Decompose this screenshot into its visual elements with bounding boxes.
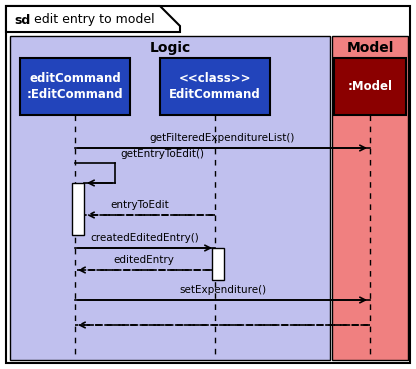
Text: edit entry to model: edit entry to model bbox=[30, 14, 155, 27]
Bar bbox=[10, 36, 330, 360]
Bar bbox=[332, 36, 408, 360]
Bar bbox=[334, 58, 406, 115]
Text: createdEditedEntry(): createdEditedEntry() bbox=[91, 233, 199, 243]
Text: sd: sd bbox=[14, 14, 30, 27]
Text: getEntryToEdit(): getEntryToEdit() bbox=[120, 149, 204, 159]
Text: setExpenditure(): setExpenditure() bbox=[179, 285, 266, 295]
Text: :Model: :Model bbox=[347, 80, 393, 93]
Bar bbox=[212, 248, 224, 280]
Bar bbox=[20, 58, 130, 115]
Text: Logic: Logic bbox=[149, 41, 191, 55]
Text: Model: Model bbox=[346, 41, 394, 55]
Text: editCommand
:EditCommand: editCommand :EditCommand bbox=[27, 72, 123, 100]
Text: <<class>>
EditCommand: <<class>> EditCommand bbox=[169, 72, 261, 100]
Bar bbox=[72, 183, 84, 235]
Text: editedEntry: editedEntry bbox=[113, 255, 174, 265]
Text: getFilteredExpenditureList(): getFilteredExpenditureList() bbox=[150, 133, 295, 143]
Text: entryToEdit: entryToEdit bbox=[110, 200, 169, 210]
Polygon shape bbox=[6, 6, 180, 32]
Bar bbox=[160, 58, 270, 115]
